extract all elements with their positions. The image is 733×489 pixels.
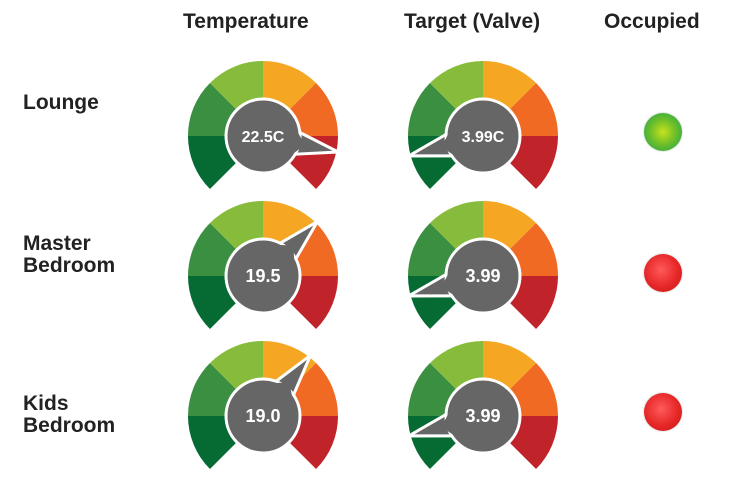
temperature-gauge-master-bedroom: 19.5 bbox=[183, 196, 343, 336]
room-label-line: Lounge bbox=[23, 91, 99, 114]
gauge-graphic: 19.0 bbox=[188, 341, 338, 470]
gauge-value-label: 19.0 bbox=[245, 406, 280, 426]
gauge-graphic: 22.5C bbox=[188, 61, 345, 190]
header-temperature: Temperature bbox=[183, 10, 309, 33]
gauge-value-label: 3.99C bbox=[462, 129, 505, 146]
room-label-kids-bedroom: Kids Bedroom bbox=[23, 393, 115, 437]
target-gauge-kids-bedroom: 3.99 bbox=[402, 336, 563, 476]
target-gauge-lounge: 3.99C bbox=[402, 56, 563, 196]
gauge-hub bbox=[444, 237, 522, 315]
gauge-value-label: 22.5C bbox=[242, 129, 285, 146]
gauge-needle-joint bbox=[441, 274, 454, 296]
room-label-master-bedroom: Master Bedroom bbox=[23, 233, 115, 277]
gauge-needle-joint bbox=[293, 132, 306, 154]
header-occupied: Occupied bbox=[604, 10, 700, 33]
gauge-hub bbox=[224, 97, 302, 175]
gauge-value-label: 3.99 bbox=[465, 406, 500, 426]
room-label-line: Kids bbox=[23, 392, 69, 415]
gauge-hub bbox=[444, 377, 522, 455]
temperature-gauge-kids-bedroom: 19.0 bbox=[183, 336, 343, 476]
temperature-gauge-lounge: 22.5C bbox=[183, 56, 345, 196]
room-label-lounge: Lounge bbox=[23, 92, 99, 114]
room-label-line: Master bbox=[23, 232, 91, 255]
room-label-line: Bedroom bbox=[23, 254, 116, 277]
gauge-hub bbox=[224, 377, 302, 455]
gauge-hub bbox=[444, 97, 522, 175]
gauge-graphic: 3.99C bbox=[402, 61, 558, 190]
gauge-needle-joint bbox=[441, 134, 454, 156]
room-label-line: Bedroom bbox=[23, 414, 116, 437]
gauge-graphic: 3.99 bbox=[402, 201, 558, 330]
occupied-indicator-kids-bedroom bbox=[644, 393, 682, 431]
gauge-needle-joint bbox=[274, 382, 293, 397]
gauge-needle-joint bbox=[278, 244, 295, 261]
gauge-needle-joint bbox=[441, 414, 454, 436]
occupied-indicator-lounge bbox=[644, 113, 682, 151]
gauge-graphic: 19.5 bbox=[188, 201, 338, 330]
gauge-value-label: 3.99 bbox=[465, 266, 500, 286]
gauge-graphic: 3.99 bbox=[402, 341, 558, 470]
gauge-value-label: 19.5 bbox=[245, 266, 280, 286]
occupied-indicator-master-bedroom bbox=[644, 254, 682, 292]
target-gauge-master-bedroom: 3.99 bbox=[402, 196, 563, 336]
header-target-valve: Target (Valve) bbox=[404, 10, 541, 33]
gauge-hub bbox=[224, 237, 302, 315]
